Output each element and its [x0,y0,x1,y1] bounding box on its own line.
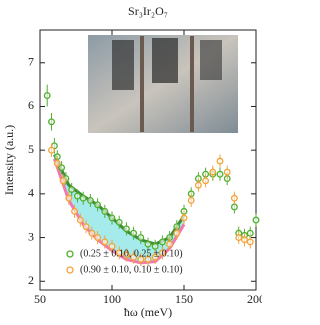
data-point [88,229,96,237]
data-point [59,177,67,185]
data-point [216,157,224,165]
y-axis-label: Intensity (a.u.) [2,125,16,195]
data-point [48,118,55,126]
y-tick-label: 6 [28,98,34,112]
chart-title: Sr₃Ir₂O₇ [128,4,168,18]
data-point [223,168,231,176]
data-point [130,253,138,261]
data-point [94,234,102,242]
data-point [115,249,123,257]
y-tick-label: 7 [28,55,34,69]
data-point [122,225,130,233]
data-point [144,255,152,263]
data-point [108,214,116,222]
x-tick-label: 200 [247,292,262,306]
plot-frame [39,29,257,291]
x-tick-label: 150 [175,292,193,306]
x-tick-label: 100 [103,292,121,306]
data-point [230,203,238,211]
x-tick-label: 50 [34,292,46,306]
data-point [115,218,123,226]
data-point [108,242,116,250]
data-point [137,255,145,263]
data-point [235,234,243,242]
data-point [241,236,248,244]
data-point [122,251,130,259]
y-tick-label: 2 [28,273,34,287]
data-point [158,249,166,257]
data-point [137,234,145,242]
data-point [101,207,109,215]
data-point [71,207,79,215]
data-point [194,181,202,189]
data-point [73,192,81,200]
data-point [173,229,181,237]
data-point [58,164,66,172]
data-point [187,196,195,204]
legend-label: (0.25 ± 0.10, 0.25 ± 0.10) [80,248,183,259]
data-point [79,194,87,202]
data-point [216,170,224,178]
shaded-band [54,154,185,263]
data-point [202,177,210,185]
data-point [82,223,90,231]
data-point [180,214,188,222]
data-point [144,240,152,248]
legend-label: (0.90 ± 0.10, 0.10 ± 0.10) [80,264,183,275]
data-point [68,186,76,193]
chart: Sr₃Ir₂O₇ ħω (meV) Intensity (a.u.) 50 100… [2,4,262,319]
data-point [43,92,51,99]
data-point [151,253,159,261]
data-point [246,229,254,237]
legend-marker [66,266,74,274]
data-point [48,146,55,154]
legend-marker [66,250,74,258]
data-point [252,216,260,224]
inset-photo [88,35,238,133]
data-point [101,238,109,246]
data-point [53,159,61,167]
data-point [166,240,174,248]
data-point [94,201,102,209]
y-tick-label: 5 [28,142,34,156]
data-point [158,238,166,246]
data-point [130,229,138,237]
data-point [230,194,238,202]
data-point [86,196,94,204]
data-point [209,168,217,176]
data-point [246,238,254,246]
y-tick-label: 3 [28,229,34,243]
y-tick-label: 4 [28,186,34,200]
data-point [65,194,73,202]
x-axis-label: ħω (meV) [124,305,172,319]
data-point [76,216,84,224]
data-point [151,242,159,250]
